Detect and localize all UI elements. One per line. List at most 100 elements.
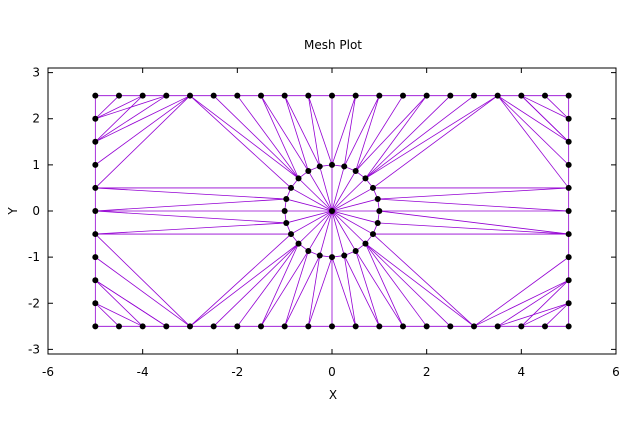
x-axis-label: X (329, 388, 337, 402)
mesh-edge (213, 243, 299, 327)
boundary-node (423, 323, 430, 330)
mesh-edge (95, 187, 287, 200)
boundary-node (565, 138, 572, 145)
mesh-edge (497, 279, 569, 327)
circle-node (341, 252, 348, 259)
circle-node (352, 168, 359, 175)
boundary-node (163, 323, 170, 330)
mesh-edge (497, 95, 569, 143)
mesh-edge (290, 187, 333, 212)
boundary-node (494, 323, 501, 330)
boundary-node (447, 323, 454, 330)
mesh-edge (189, 95, 292, 189)
mesh-edge (95, 95, 167, 143)
circle-node (295, 240, 302, 247)
mesh-edge (95, 279, 143, 327)
boundary-node (376, 92, 383, 99)
boundary-node (565, 231, 572, 238)
y-axis-label: Y (6, 207, 20, 216)
mesh-edges (94, 95, 570, 327)
mesh-edge (331, 210, 357, 252)
boundary-node (92, 300, 99, 307)
boundary-node (518, 92, 525, 99)
mesh-edge (355, 95, 427, 172)
mesh-edge (307, 256, 333, 327)
circle-node (362, 240, 369, 247)
mesh-edge (355, 250, 380, 327)
y-tick-label: -1 (28, 250, 40, 264)
circle-node (341, 163, 348, 170)
mesh-edge (298, 178, 333, 212)
circle-node (362, 175, 369, 182)
boundary-node (139, 323, 146, 330)
boundary-node (281, 92, 288, 99)
circle-node (369, 231, 376, 238)
x-tick-label: 4 (518, 365, 526, 379)
boundary-node (376, 323, 383, 330)
circle-node (369, 184, 376, 191)
mesh-edge (284, 95, 309, 172)
y-tick-label: 2 (32, 112, 40, 126)
boundary-node (187, 323, 193, 330)
boundary-node (352, 92, 359, 99)
mesh-edge (497, 95, 569, 166)
mesh-edge (189, 243, 299, 327)
mesh-edge (372, 233, 475, 327)
mesh-edge (307, 95, 321, 167)
mesh-nodes (92, 92, 572, 330)
x-tick-label: -6 (42, 365, 54, 379)
mesh-edge (355, 95, 404, 172)
mesh-edge (95, 95, 191, 143)
boundary-node (565, 92, 572, 99)
mesh-edge (284, 255, 321, 327)
x-tick-label: -4 (137, 365, 149, 379)
boundary-node (565, 323, 572, 330)
boundary-node (542, 92, 548, 99)
mesh-edge (286, 198, 333, 212)
boundary-node (92, 277, 99, 284)
mesh-edge (319, 166, 333, 212)
mesh-edge (284, 250, 309, 327)
mesh-edge (286, 210, 333, 224)
mesh-edge (473, 256, 569, 327)
mesh-edge (365, 243, 451, 327)
mesh-edge (331, 210, 374, 235)
boundary-node (92, 323, 99, 330)
y-tick-label: -3 (28, 342, 40, 356)
circle-node (305, 247, 312, 254)
boundary-node (471, 323, 477, 330)
mesh-edge (365, 243, 475, 327)
boundary-node (542, 323, 548, 330)
mesh-edge (284, 95, 321, 167)
mesh-edge (365, 243, 427, 327)
mesh-edge (95, 302, 120, 327)
mesh-edge (377, 187, 569, 200)
mesh-edge (331, 210, 378, 224)
x-tick-label: 2 (423, 365, 431, 379)
y-tick-label: 1 (32, 158, 40, 172)
circle-node (305, 168, 312, 175)
boundary-node (400, 323, 406, 330)
boundary-node (234, 323, 241, 330)
mesh-edge (365, 95, 498, 179)
mesh-edge (319, 210, 333, 256)
mesh-edge (307, 210, 333, 252)
mesh-edge (260, 243, 299, 327)
mesh-edge (343, 95, 380, 167)
mesh-edge (521, 279, 569, 327)
mesh-edge (379, 210, 569, 235)
boundary-node (210, 92, 217, 99)
mesh-edge (331, 95, 357, 166)
boundary-node (565, 300, 572, 307)
mesh-edge (521, 95, 569, 120)
circle-node (329, 254, 335, 261)
mesh-edge (189, 95, 299, 179)
mesh-edge (343, 255, 357, 327)
boundary-node (565, 161, 572, 168)
mesh-edge (365, 95, 475, 179)
boundary-node (565, 208, 572, 214)
mesh-edge (377, 198, 569, 212)
mesh-edge (307, 170, 333, 212)
mesh-edge (95, 210, 287, 224)
mesh-edge (331, 256, 357, 327)
